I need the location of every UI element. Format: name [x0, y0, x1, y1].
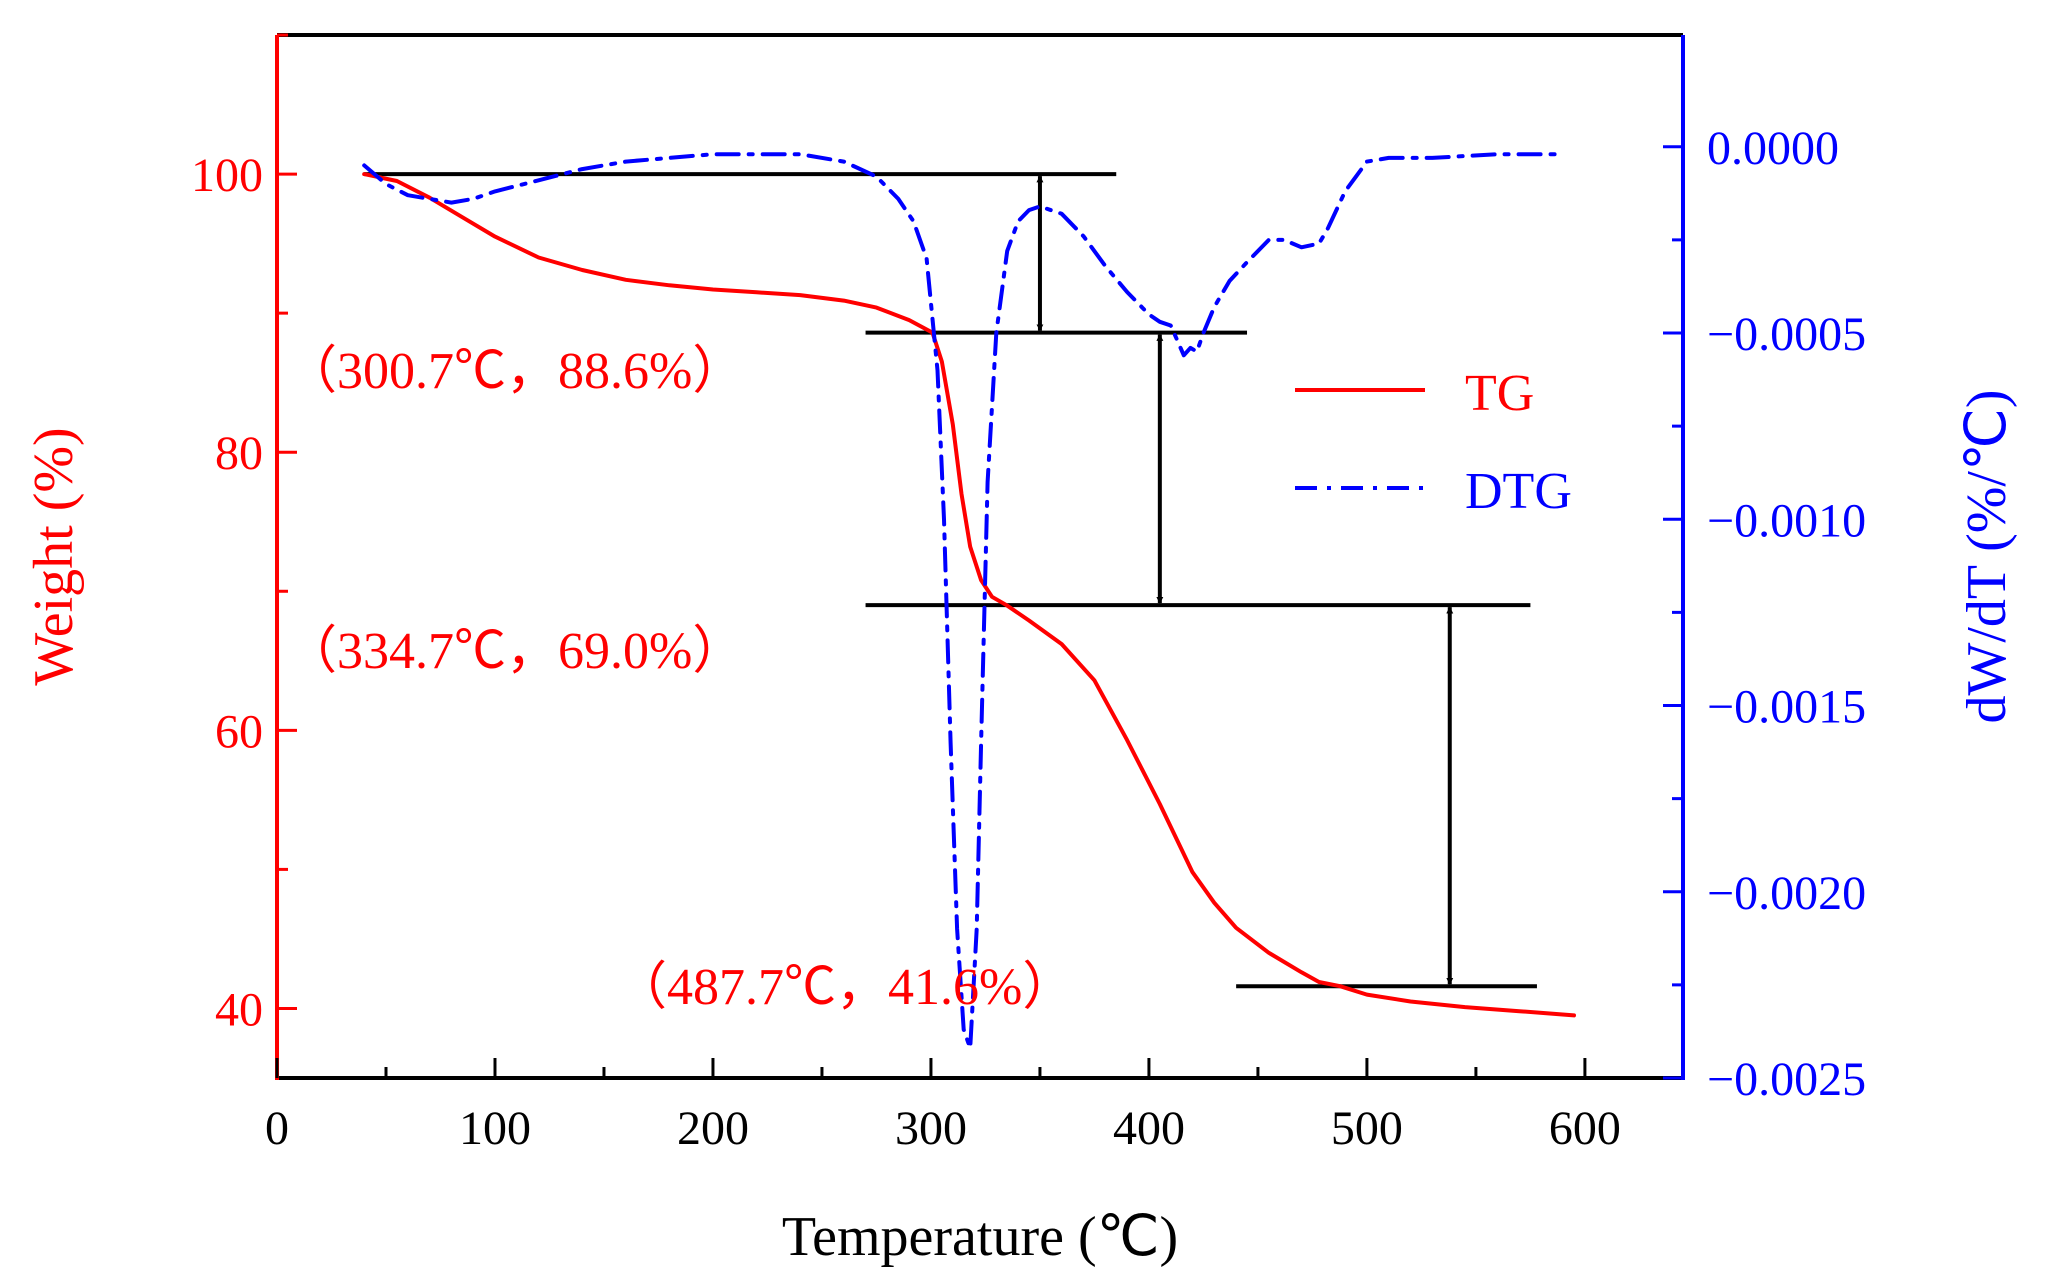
double-arrows — [1036, 175, 1454, 985]
x-axis-title: Temperature (℃) — [782, 1206, 1178, 1268]
x-tick-label: 200 — [677, 1102, 749, 1155]
y2-axis-title: dW/dT (%/℃) — [1956, 389, 2018, 723]
y2-tick-label: −0.0025 — [1707, 1053, 1866, 1106]
legend-label-tg: TG — [1465, 365, 1534, 422]
series-line-tg — [362, 172, 1576, 1018]
x-tick-label: 400 — [1113, 1102, 1185, 1155]
x-tick-label: 300 — [895, 1102, 967, 1155]
point-annotation: （300.7℃，88.6%） — [285, 343, 744, 400]
x-tick-label: 600 — [1549, 1102, 1621, 1155]
y2-tick-label: −0.0020 — [1707, 867, 1866, 920]
y2-tick-label: −0.0005 — [1707, 308, 1866, 361]
y2-tick-label: −0.0015 — [1707, 681, 1866, 734]
y-tick-label: 60 — [215, 705, 263, 758]
y-axis-title: Weight (%) — [23, 427, 85, 685]
x-tick-label: 100 — [459, 1102, 531, 1155]
point-annotation: （487.7℃，41.6%） — [615, 959, 1074, 1016]
y-tick-label: 100 — [191, 149, 263, 202]
axis-ticks — [275, 33, 1683, 1080]
point-annotations: （300.7℃，88.6%） （334.7℃，69.0%） （487.7℃，41.6… — [285, 343, 1074, 1016]
legend-label-dtg: DTG — [1465, 463, 1572, 520]
x-tick-label: 0 — [265, 1102, 289, 1155]
y2-tick-label: −0.0010 — [1707, 494, 1866, 547]
legend: TG DTG — [1295, 365, 1572, 520]
series-lines — [362, 152, 1576, 1051]
tick-labels: 0 100 200 300 400 500 600 40 60 80 100 0.0000 −0.000… — [191, 122, 1866, 1155]
y2-tick-label: 0.0000 — [1707, 122, 1839, 175]
point-annotation: （334.7℃，69.0%） — [285, 623, 744, 680]
reference-lines — [364, 172, 1537, 989]
y-tick-label: 80 — [215, 427, 263, 480]
series-line-dtg — [362, 152, 1566, 1051]
y-tick-label: 40 — [215, 983, 263, 1036]
x-tick-label: 500 — [1331, 1102, 1403, 1155]
plot-frame — [275, 33, 1685, 1080]
